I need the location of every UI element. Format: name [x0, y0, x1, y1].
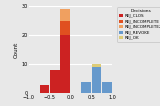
Bar [60, 21, 70, 35]
Bar [92, 67, 101, 93]
Bar [92, 64, 101, 67]
Bar [60, 35, 70, 93]
Bar [50, 70, 60, 93]
Bar [81, 82, 91, 93]
Bar [40, 85, 49, 93]
Legend: REJ_CLOS, REJ_INCOMPLETE, REJ_INCOMPLETE2, REJ_REVOKE, REJ_OK: REJ_CLOS, REJ_INCOMPLETE, REJ_INCOMPLETE… [117, 7, 160, 42]
Bar [60, 9, 70, 21]
Y-axis label: Count: Count [13, 42, 18, 58]
Bar [102, 82, 112, 93]
